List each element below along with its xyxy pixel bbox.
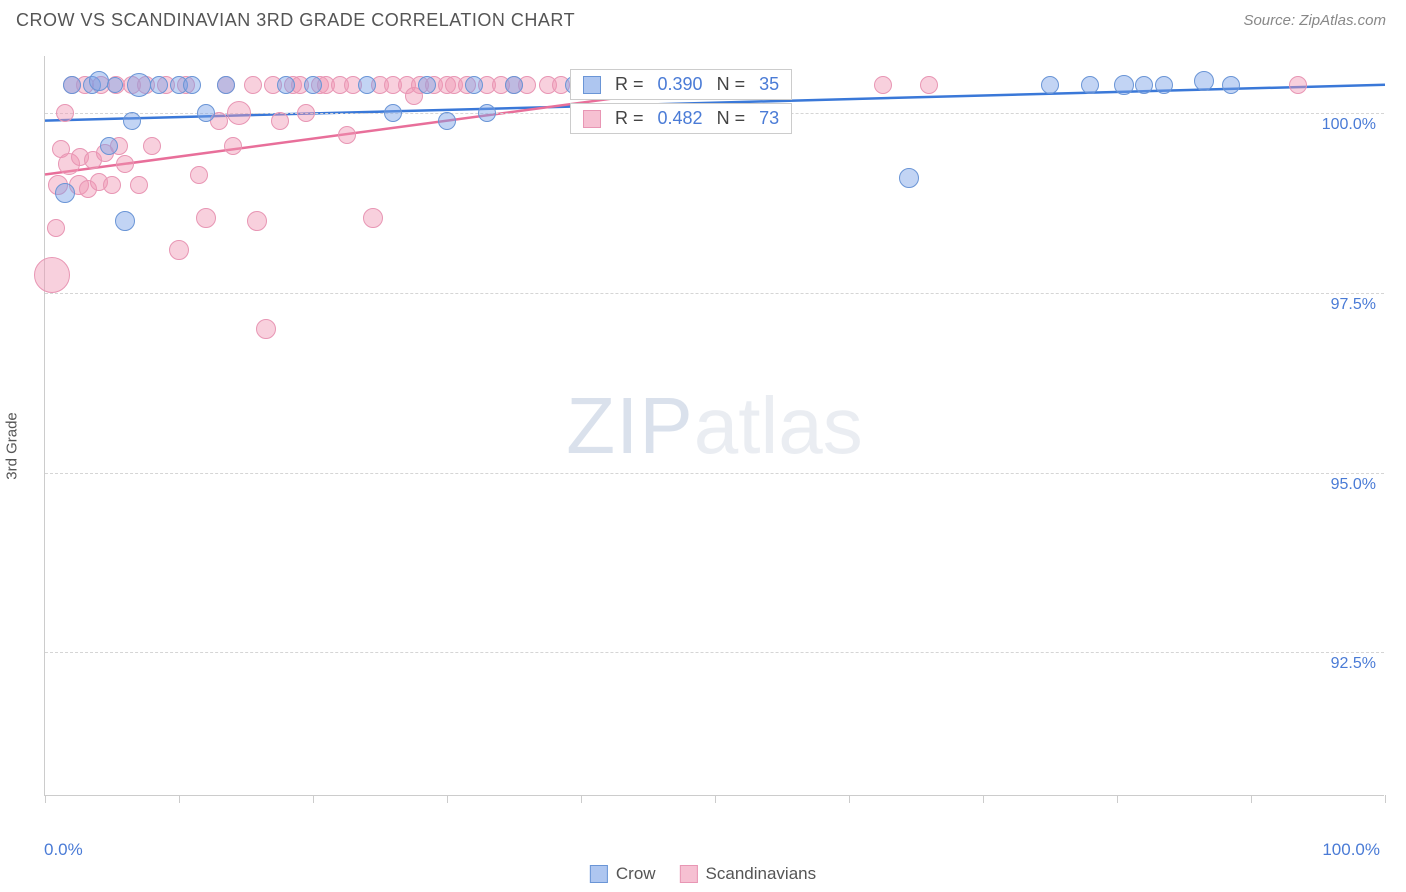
x-tick — [447, 795, 448, 803]
point-crow — [384, 104, 402, 122]
point-crow — [465, 76, 483, 94]
x-tick — [179, 795, 180, 803]
x-tick — [849, 795, 850, 803]
point-scandinavian — [1289, 76, 1307, 94]
point-crow — [183, 76, 201, 94]
point-crow — [55, 183, 75, 203]
point-scandinavian — [190, 166, 208, 184]
point-crow — [123, 112, 141, 130]
n-label: N = — [717, 108, 746, 129]
point-scandinavian — [103, 176, 121, 194]
point-crow — [1194, 71, 1214, 91]
r-label: R = — [615, 108, 644, 129]
legend-swatch-icon — [590, 865, 608, 883]
source-attribution: Source: ZipAtlas.com — [1243, 12, 1386, 29]
point-crow — [115, 211, 135, 231]
point-crow — [217, 76, 235, 94]
gridline — [45, 473, 1384, 474]
y-tick-label: 100.0% — [1322, 116, 1376, 134]
chart-svg — [45, 56, 1385, 796]
legend-label: Crow — [616, 864, 656, 884]
point-scandinavian — [271, 112, 289, 130]
x-tick — [1385, 795, 1386, 803]
legend-label: Scandinavians — [706, 864, 817, 884]
r-value: 0.390 — [658, 74, 703, 95]
n-value: 73 — [759, 108, 779, 129]
legend-item: Scandinavians — [680, 864, 817, 884]
point-scandinavian — [247, 211, 267, 231]
stats-box: R = 0.390 N = 35 — [570, 69, 792, 100]
point-crow — [505, 76, 523, 94]
point-scandinavian — [34, 257, 70, 293]
point-crow — [1081, 76, 1099, 94]
x-tick — [1251, 795, 1252, 803]
x-tick — [715, 795, 716, 803]
point-scandinavian — [363, 208, 383, 228]
x-tick — [581, 795, 582, 803]
x-axis-min-label: 0.0% — [44, 840, 83, 860]
legend-item: Crow — [590, 864, 656, 884]
point-scandinavian — [297, 104, 315, 122]
point-crow — [277, 76, 295, 94]
point-crow — [1155, 76, 1173, 94]
gridline — [45, 652, 1384, 653]
point-crow — [89, 71, 109, 91]
point-crow — [100, 137, 118, 155]
point-crow — [438, 112, 456, 130]
legend-swatch-icon — [680, 865, 698, 883]
point-scandinavian — [244, 76, 262, 94]
swatch-icon — [583, 76, 601, 94]
point-scandinavian — [196, 208, 216, 228]
y-tick-label: 97.5% — [1331, 296, 1376, 314]
x-axis-max-label: 100.0% — [1322, 840, 1380, 860]
point-scandinavian — [116, 155, 134, 173]
y-tick-label: 92.5% — [1331, 655, 1376, 673]
legend: Crow Scandinavians — [590, 864, 816, 884]
r-value: 0.482 — [658, 108, 703, 129]
n-value: 35 — [759, 74, 779, 95]
point-scandinavian — [338, 126, 356, 144]
x-tick — [45, 795, 46, 803]
point-crow — [150, 76, 168, 94]
y-axis-title: 3rd Grade — [4, 412, 21, 480]
point-scandinavian — [56, 104, 74, 122]
chart-title: CROW VS SCANDINAVIAN 3RD GRADE CORRELATI… — [16, 10, 575, 31]
x-tick — [313, 795, 314, 803]
point-crow — [107, 77, 123, 93]
point-crow — [63, 76, 81, 94]
scatter-chart: ZIPatlas 92.5%95.0%97.5%100.0%R =0.390N … — [44, 56, 1384, 796]
point-crow — [304, 76, 322, 94]
point-crow — [358, 76, 376, 94]
n-label: N = — [717, 74, 746, 95]
point-crow — [1135, 76, 1153, 94]
point-crow — [197, 104, 215, 122]
point-scandinavian — [47, 219, 65, 237]
point-scandinavian — [227, 101, 251, 125]
point-scandinavian — [874, 76, 892, 94]
x-tick — [983, 795, 984, 803]
point-crow — [1222, 76, 1240, 94]
point-scandinavian — [143, 137, 161, 155]
point-crow — [1114, 75, 1134, 95]
point-crow — [127, 73, 151, 97]
x-tick — [1117, 795, 1118, 803]
r-label: R = — [615, 74, 644, 95]
point-scandinavian — [130, 176, 148, 194]
y-tick-label: 95.0% — [1331, 476, 1376, 494]
point-scandinavian — [169, 240, 189, 260]
point-crow — [418, 76, 436, 94]
stats-box: R = 0.482 N = 73 — [570, 103, 792, 134]
gridline — [45, 293, 1384, 294]
point-crow — [1041, 76, 1059, 94]
point-scandinavian — [224, 137, 242, 155]
point-crow — [478, 104, 496, 122]
point-crow — [899, 168, 919, 188]
swatch-icon — [583, 110, 601, 128]
point-scandinavian — [920, 76, 938, 94]
point-scandinavian — [256, 319, 276, 339]
